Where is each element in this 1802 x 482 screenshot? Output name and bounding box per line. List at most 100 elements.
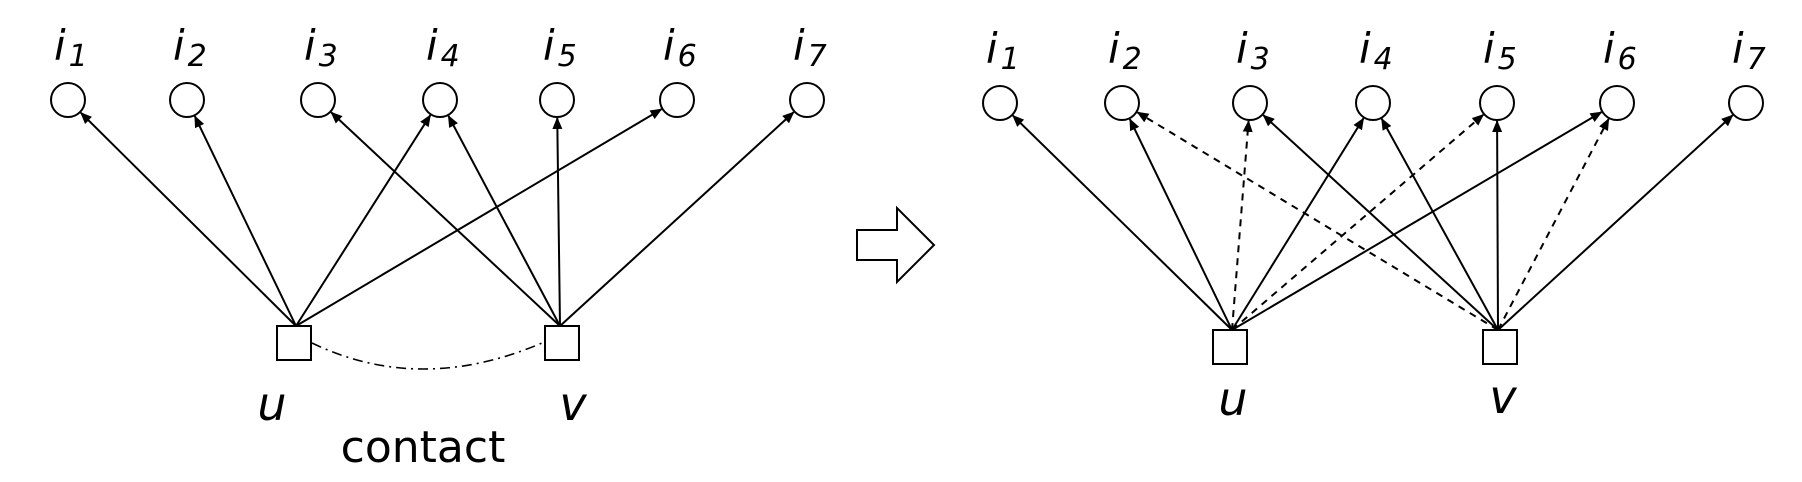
user-node-u: u <box>257 326 311 431</box>
edge-u-i4 <box>1232 118 1364 330</box>
item-label-main: i <box>173 21 185 70</box>
left-edges <box>81 109 794 326</box>
edge-u-i6 <box>1232 112 1601 330</box>
contact-curve <box>312 343 542 369</box>
edge-u-i2 <box>195 116 296 326</box>
item-label-i5: i5 <box>1483 24 1517 77</box>
edge-v-i5 <box>557 118 560 326</box>
edge-u-i1 <box>81 113 296 326</box>
item-circle-i3 <box>1233 86 1267 120</box>
contact-label: contact <box>341 422 506 473</box>
item-label-sub: 1 <box>1001 42 1020 77</box>
item-label-main: i <box>1359 24 1371 73</box>
edge-v-i4 <box>1382 119 1498 330</box>
right-block-arrow-icon <box>857 208 934 282</box>
item-label-sub: 6 <box>678 39 697 74</box>
user-node-v: v <box>1483 330 1517 424</box>
right-items: i1i2i3i4i5i6i7 <box>983 24 1766 120</box>
item-label-sub: 6 <box>1618 42 1637 77</box>
item-circle-i1 <box>51 83 85 117</box>
item-label-sub: 5 <box>558 39 577 74</box>
item-label-main: i <box>54 21 66 70</box>
edge-v-i4 <box>448 116 560 326</box>
item-label-main: i <box>304 21 316 70</box>
item-circle-i3 <box>301 83 335 117</box>
item-label-sub: 4 <box>441 39 460 74</box>
user-square-v <box>545 326 579 360</box>
user-label-v: v <box>1489 370 1517 424</box>
user-label-v: v <box>559 377 587 431</box>
user-square-u <box>277 326 311 360</box>
item-label-main: i <box>986 24 998 73</box>
item-label-main: i <box>1603 24 1615 73</box>
item-label-sub: 5 <box>1498 42 1517 77</box>
item-circle-i2 <box>170 83 204 117</box>
user-node-u: u <box>1213 330 1248 426</box>
edge-u-i1 <box>1013 116 1232 330</box>
item-circle-i1 <box>983 86 1017 120</box>
item-label-main: i <box>426 21 438 70</box>
edge-u-i2 <box>1130 119 1232 330</box>
item-circle-i5 <box>1480 86 1514 120</box>
edge-v-i2-recommended <box>1137 112 1498 330</box>
item-label-sub: 1 <box>69 39 88 74</box>
item-label-sub: 3 <box>319 39 338 74</box>
right-edges <box>1013 112 1733 330</box>
user-label-u: u <box>257 377 286 431</box>
item-label-sub: 2 <box>1123 42 1142 77</box>
item-label-main: i <box>1236 24 1248 73</box>
item-label-sub: 7 <box>808 39 827 74</box>
item-circle-i5 <box>540 83 574 117</box>
user-square-u <box>1213 330 1247 364</box>
item-circle-i4 <box>423 83 457 117</box>
item-circle-i4 <box>1356 86 1390 120</box>
edge-v-i7 <box>560 112 794 326</box>
item-circle-i7 <box>790 83 824 117</box>
user-square-v <box>1483 330 1517 364</box>
user-label-u: u <box>1218 372 1247 426</box>
item-label-sub: 7 <box>1747 42 1766 77</box>
item-circle-i7 <box>1729 86 1763 120</box>
edge-v-i6-recommended <box>1498 119 1609 330</box>
edge-v-i3 <box>331 112 560 326</box>
item-label-main: i <box>1732 24 1744 73</box>
edge-v-i5 <box>1497 121 1498 330</box>
item-label-main: i <box>543 21 555 70</box>
item-circle-i6 <box>1600 86 1634 120</box>
item-circle-i2 <box>1105 86 1139 120</box>
edge-u-i4 <box>296 115 430 326</box>
edge-u-i3-recommended <box>1232 121 1249 330</box>
item-circle-i6 <box>660 83 694 117</box>
user-node-v: v <box>545 326 587 431</box>
edge-u-i5-recommended <box>1232 115 1483 330</box>
